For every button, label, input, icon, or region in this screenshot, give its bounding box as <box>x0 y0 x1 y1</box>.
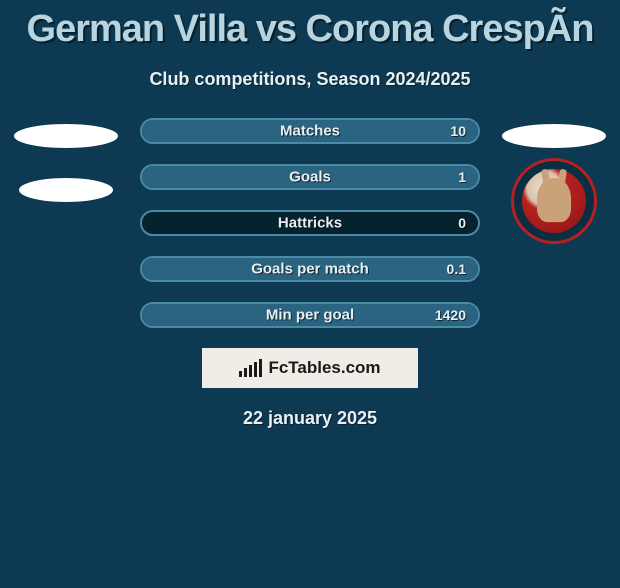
left-team-badge-1 <box>14 124 118 148</box>
stat-bar-hattricks: Hattricks 0 <box>140 210 480 236</box>
stat-value: 1420 <box>435 307 466 323</box>
stat-bar-goals: Goals 1 <box>140 164 480 190</box>
brand-text: FcTables.com <box>268 358 380 378</box>
bar-chart-icon <box>239 359 262 377</box>
brand-box: FcTables.com <box>202 348 418 388</box>
page-title: German Villa vs Corona CrespÃ­n <box>10 8 610 51</box>
left-team-badge-2 <box>19 178 113 202</box>
stat-bar-matches: Matches 10 <box>140 118 480 144</box>
page-subtitle: Club competitions, Season 2024/2025 <box>10 69 610 90</box>
date-text: 22 january 2025 <box>10 408 610 429</box>
stat-bar-goals-per-match: Goals per match 0.1 <box>140 256 480 282</box>
right-team-badges <box>498 118 610 244</box>
main-container: German Villa vs Corona CrespÃ­n Club com… <box>0 8 620 429</box>
stat-value: 1 <box>458 169 466 185</box>
stat-bar-min-per-goal: Min per goal 1420 <box>140 302 480 328</box>
dog-icon <box>537 178 571 222</box>
stats-bars: Matches 10 Goals 1 Hattricks 0 Goals per… <box>140 118 480 328</box>
stat-label: Matches <box>280 123 340 140</box>
stat-label: Goals <box>289 169 331 186</box>
left-team-badges <box>10 118 122 202</box>
stat-label: Min per goal <box>266 307 354 324</box>
stat-value: 10 <box>450 123 466 139</box>
stat-label: Hattricks <box>278 215 342 232</box>
right-team-badge-1 <box>502 124 606 148</box>
stat-value: 0 <box>458 215 466 231</box>
club-tijuana-logo <box>511 158 597 244</box>
stat-value: 0.1 <box>447 261 466 277</box>
stat-label: Goals per match <box>251 261 369 278</box>
content-area: Matches 10 Goals 1 Hattricks 0 Goals per… <box>10 118 610 429</box>
